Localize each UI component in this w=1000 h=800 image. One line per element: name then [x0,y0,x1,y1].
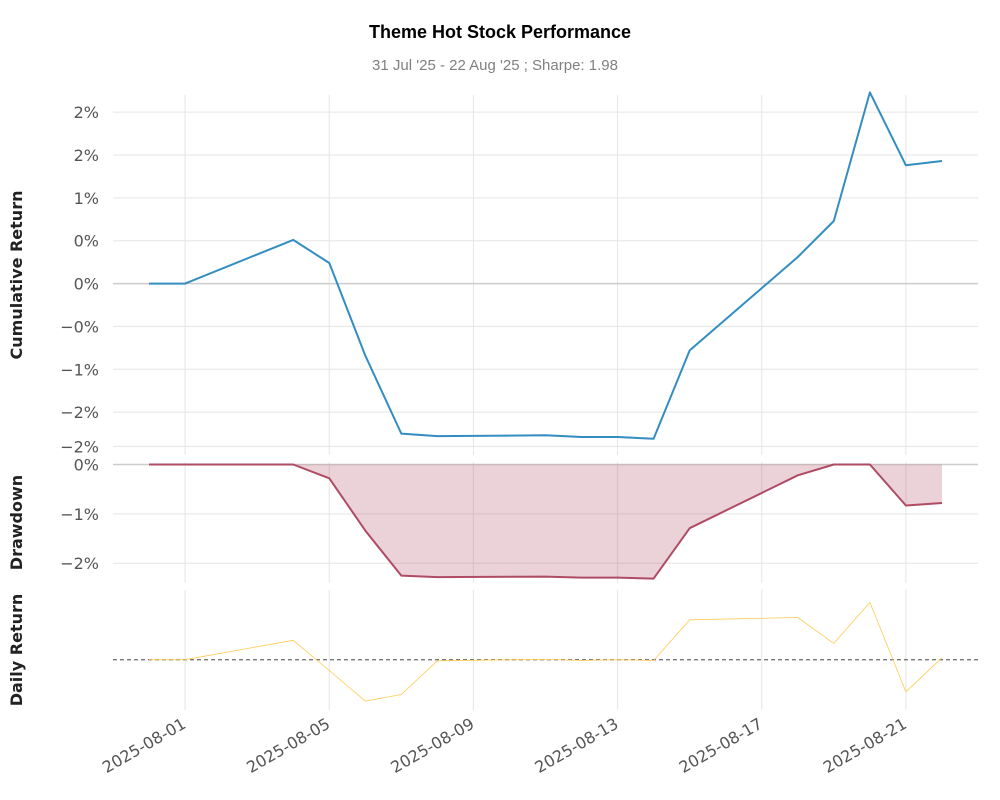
x-axis: 2025-08-01 2025-08-05 2025-08-09 2025-08-13… [99,714,910,777]
cumulative-ytick-label: −1% [60,360,99,379]
cumulative-ytick-label: 0% [74,232,99,251]
drawdown-ytick-label: −2% [60,554,99,573]
chart-title: Theme Hot Stock Performance [369,22,631,42]
x-tick-label: 2025-08-09 [387,714,477,777]
x-tick-label: 2025-08-17 [676,714,766,777]
x-tick-label: 2025-08-01 [99,714,189,777]
cumulative-ytick-label: 2% [74,146,99,165]
cumulative-panel: −2% −2% −1% −0% 0% 0% 1% 2% 2% Cumulative Return [7,91,978,456]
drawdown-ytick-label: 0% [74,455,99,474]
drawdown-panel: 0% −1% −2% Drawdown [7,455,978,583]
x-tick-label: 2025-08-21 [820,714,910,777]
drawdown-series-line [149,463,943,580]
chart-subtitle: 31 Jul '25 - 22 Aug '25 ; Sharpe: 1.98 [372,57,618,74]
chart-panels: −2% −2% −1% −0% 0% 0% 1% 2% 2% Cumulative Return 0… [7,91,978,710]
cumulative-series-line [149,91,943,440]
cumulative-ytick-label: −2% [60,403,99,422]
cumulative-ylabel: Cumulative Return [7,191,26,360]
x-tick-label: 2025-08-05 [243,714,333,777]
x-tick-label: 2025-08-13 [532,714,622,777]
daily-series-line [149,602,943,702]
cumulative-ytick-label: −0% [60,317,99,336]
cumulative-ytick-label: 1% [74,189,99,208]
cumulative-ytick-label: −2% [60,437,99,456]
daily-ylabel: Daily Return [7,594,26,707]
cumulative-ytick-label: 2% [74,103,99,122]
cumulative-ytick-label: 0% [74,275,99,294]
drawdown-ytick-label: −1% [60,505,99,524]
daily-panel: Daily Return [7,590,978,710]
drawdown-ylabel: Drawdown [7,475,26,570]
drawdown-area [149,464,942,579]
